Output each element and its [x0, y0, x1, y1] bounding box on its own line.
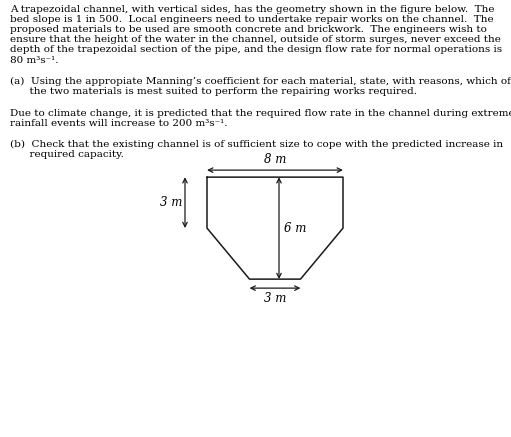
- Text: Due to climate change, it is predicted that the required flow rate in the channe: Due to climate change, it is predicted t…: [10, 108, 511, 118]
- Text: ensure that the height of the water in the channel, outside of storm surges, nev: ensure that the height of the water in t…: [10, 35, 501, 45]
- Text: proposed materials to be used are smooth concrete and brickwork.  The engineers : proposed materials to be used are smooth…: [10, 25, 487, 34]
- Text: (a)  Using the appropiate Manning’s coefficient for each material, state, with r: (a) Using the appropiate Manning’s coeff…: [10, 77, 511, 86]
- Text: rainfall events will increase to 200 m³s⁻¹.: rainfall events will increase to 200 m³s…: [10, 118, 227, 128]
- Text: required capacity.: required capacity.: [10, 150, 124, 159]
- Text: 3 m: 3 m: [159, 196, 182, 209]
- Text: 8 m: 8 m: [264, 153, 286, 166]
- Text: the two materials is mest suited to perform the repairing works required.: the two materials is mest suited to perf…: [10, 87, 417, 96]
- Text: 3 m: 3 m: [264, 292, 286, 305]
- Text: A trapezoidal channel, with vertical sides, has the geometry shown in the figure: A trapezoidal channel, with vertical sid…: [10, 5, 495, 14]
- Text: bed slope is 1 in 500.  Local engineers need to undertake repair works on the ch: bed slope is 1 in 500. Local engineers n…: [10, 15, 494, 24]
- Text: (b)  Check that the existing channel is of sufficient size to cope with the pred: (b) Check that the existing channel is o…: [10, 140, 503, 149]
- Text: 80 m³s⁻¹.: 80 m³s⁻¹.: [10, 55, 58, 65]
- Text: 6 m: 6 m: [284, 222, 307, 235]
- Text: depth of the trapezoidal section of the pipe, and the design flow rate for norma: depth of the trapezoidal section of the …: [10, 45, 502, 55]
